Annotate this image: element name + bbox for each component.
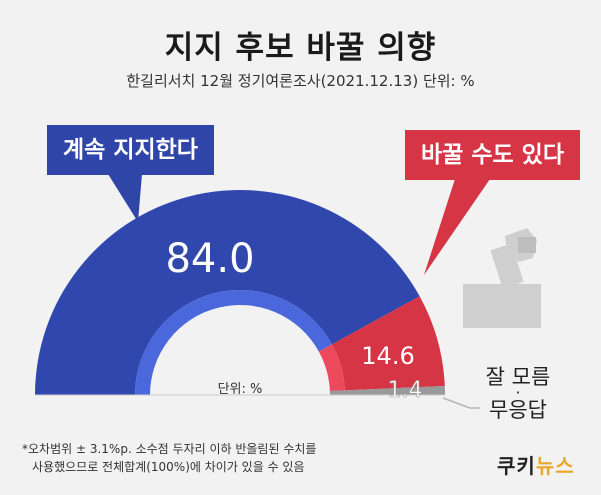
segment-unknown bbox=[344, 385, 445, 395]
callout-keep: 계속 지지한다 bbox=[47, 125, 214, 175]
segment-keep bbox=[35, 189, 420, 395]
logo: 쿠키뉴스 bbox=[497, 450, 575, 479]
unknown-label-line1: 잘 모름 bbox=[486, 365, 551, 389]
logo-part-2: 뉴스 bbox=[535, 454, 575, 478]
callout-keep-pointer bbox=[108, 174, 142, 222]
unknown-leader-line bbox=[442, 397, 480, 409]
unknown-label-line2: 무응답 bbox=[489, 398, 547, 422]
data-label-unknown: 1.4 bbox=[388, 378, 423, 403]
data-label-keep: 84.0 bbox=[165, 236, 254, 282]
segment-change bbox=[332, 296, 445, 391]
data-label-change: 14.6 bbox=[361, 342, 414, 370]
segment-keep-inner bbox=[135, 290, 333, 395]
logo-part-1: 쿠키 bbox=[497, 454, 536, 478]
donut-segments bbox=[35, 189, 445, 395]
ballot-box-icon bbox=[463, 228, 541, 328]
unknown-label-dot: · bbox=[515, 383, 520, 402]
subtitle: 한길리서치 12월 정기여론조사(2021.12.13) 단위: % bbox=[126, 72, 475, 90]
segment-unknown-inner bbox=[329, 390, 345, 395]
footnote-line-2: 사용했으므로 전체합계(100%)에 차이가 있을 수 있음 bbox=[32, 460, 305, 474]
page-title: 지지 후보 바꿀 의향 bbox=[164, 30, 437, 66]
center-unit-label: 단위: % bbox=[218, 382, 263, 397]
callout-change: 바꿀 수도 있다 bbox=[405, 130, 580, 180]
footnote-line-1: *오차범위 ± 3.1%p. 소수점 두자리 이하 반올림된 수치를 bbox=[22, 442, 317, 456]
callout-change-pointer bbox=[424, 179, 490, 275]
footnote: *오차범위 ± 3.1%p. 소수점 두자리 이하 반올림된 수치를 사용했으므… bbox=[22, 440, 316, 476]
segment-change-inner bbox=[318, 344, 345, 392]
donut-inner-ring bbox=[135, 290, 345, 395]
